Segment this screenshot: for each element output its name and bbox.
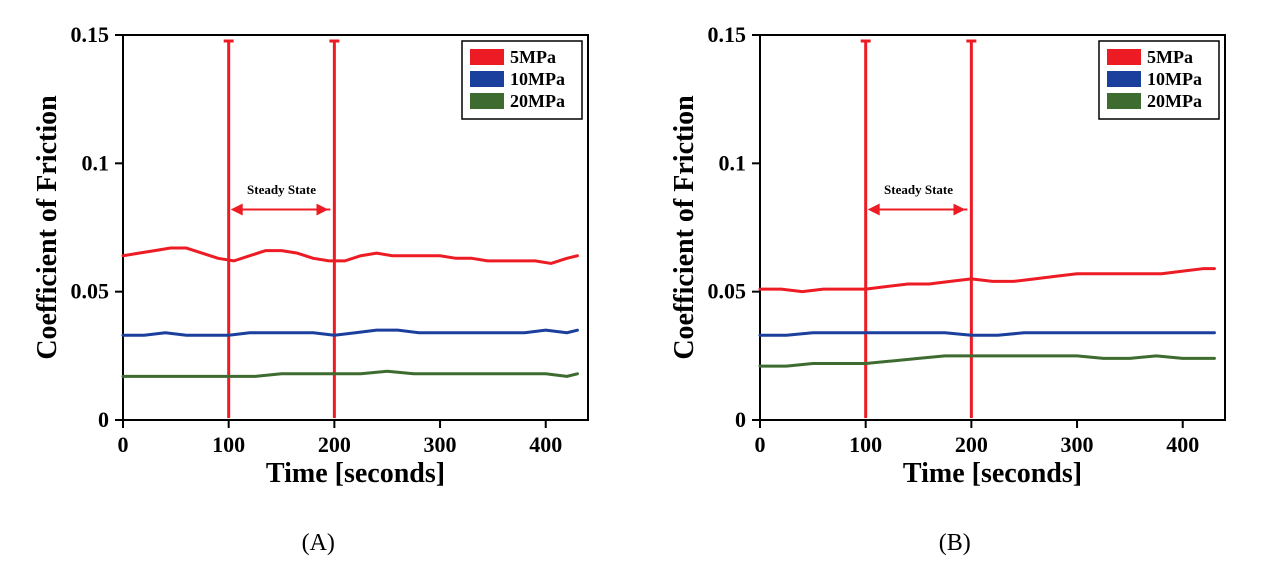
- panel-a-sublabel: (A): [302, 530, 335, 557]
- svg-text:100: 100: [849, 432, 882, 457]
- svg-text:5MPa: 5MPa: [1147, 47, 1193, 67]
- svg-text:Coefficient of Friction: Coefficient of Friction: [669, 95, 700, 360]
- svg-text:100: 100: [212, 432, 245, 457]
- svg-text:0.05: 0.05: [71, 279, 110, 304]
- svg-text:0: 0: [118, 432, 129, 457]
- svg-text:400: 400: [1166, 432, 1199, 457]
- svg-text:200: 200: [955, 432, 988, 457]
- panel-b-sublabel: (B): [939, 530, 971, 557]
- svg-text:300: 300: [424, 432, 457, 457]
- svg-text:0.05: 0.05: [707, 279, 746, 304]
- svg-text:5MPa: 5MPa: [510, 47, 556, 67]
- svg-text:Steady State: Steady State: [247, 182, 316, 197]
- svg-text:20MPa: 20MPa: [1147, 91, 1202, 111]
- svg-text:200: 200: [318, 432, 351, 457]
- svg-text:0.15: 0.15: [71, 22, 110, 47]
- svg-text:10MPa: 10MPa: [1147, 69, 1202, 89]
- panel-a-chart: 0 100 200 300 400 0 0.05 0.1 0.15 Time [seconds] C…: [28, 20, 608, 500]
- svg-text:Steady State: Steady State: [884, 182, 953, 197]
- svg-text:0.15: 0.15: [707, 22, 746, 47]
- svg-text:0.1: 0.1: [82, 150, 110, 175]
- charts-row: 0 100 200 300 400 0 0.05 0.1 0.15 Time [seconds] C…: [20, 20, 1253, 557]
- svg-text:10MPa: 10MPa: [510, 69, 565, 89]
- svg-text:400: 400: [529, 432, 562, 457]
- svg-text:20MPa: 20MPa: [510, 91, 565, 111]
- svg-text:0: 0: [754, 432, 765, 457]
- svg-text:0: 0: [98, 407, 109, 432]
- svg-text:Time [seconds]: Time [seconds]: [903, 458, 1082, 489]
- svg-text:0: 0: [735, 407, 746, 432]
- svg-text:Coefficient of Friction: Coefficient of Friction: [32, 95, 63, 360]
- svg-text:300: 300: [1060, 432, 1093, 457]
- svg-text:Time [seconds]: Time [seconds]: [266, 458, 445, 489]
- svg-text:0.1: 0.1: [718, 150, 746, 175]
- panel-a-block: 0 100 200 300 400 0 0.05 0.1 0.15 Time [seconds] C…: [20, 20, 617, 557]
- panel-b-chart: 0 100 200 300 400 0 0.05 0.1 0.15 Time [seconds] C…: [665, 20, 1245, 500]
- panel-b-block: 0 100 200 300 400 0 0.05 0.1 0.15 Time [seconds] C…: [657, 20, 1254, 557]
